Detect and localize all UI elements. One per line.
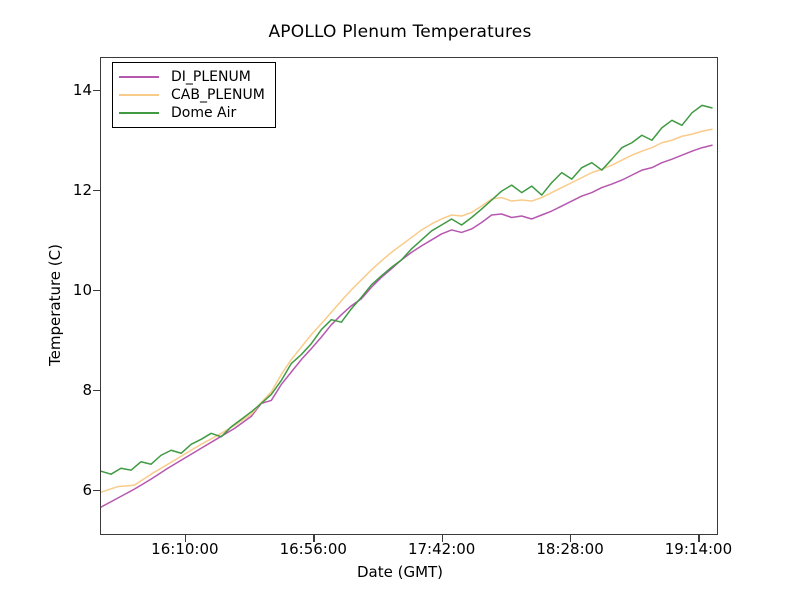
y-tick-mark (93, 489, 100, 492)
y-tick-mark (93, 289, 100, 292)
y-tick-mark (93, 89, 100, 91)
legend-item-label: DI_PLENUM (171, 69, 251, 85)
x-tick-label: 18:28:00 (536, 540, 604, 558)
series-line (101, 128, 713, 493)
y-tick-mark (93, 189, 100, 192)
legend-color-swatch (119, 112, 159, 114)
x-tick-label: 17:42:00 (407, 540, 476, 558)
y-tick-label: 14 (72, 80, 92, 99)
y-tick-label: 6 (82, 480, 92, 499)
x-tick-mark (184, 535, 187, 542)
x-tick-label: 16:10:00 (151, 540, 219, 558)
series-canvas (101, 104, 713, 508)
legend-item[interactable]: Dome Air (119, 104, 265, 122)
y-tick-label: 12 (72, 180, 92, 199)
x-tick-mark (441, 535, 444, 542)
legend-item[interactable]: CAB_PLENUM (119, 86, 265, 104)
x-tick-label: 19:14:00 (664, 540, 733, 558)
page-title: APOLLO Plenum Temperatures (268, 22, 532, 42)
legend-color-swatch (119, 94, 159, 96)
x-tick-mark (313, 535, 315, 542)
y-axis-label: Temperature (C) (46, 244, 64, 366)
plot-area (100, 57, 718, 535)
series-line (101, 144, 713, 508)
legend: DI_PLENUM CAB_PLENUM Dome Air (112, 62, 276, 128)
legend-item-label: Dome Air (171, 105, 237, 121)
legend-item-label: CAB_PLENUM (171, 87, 265, 103)
x-tick-label: 16:56:00 (279, 540, 347, 558)
y-tick-label: 8 (82, 380, 92, 399)
y-tick-mark (93, 389, 100, 392)
series-line (101, 104, 713, 475)
x-tick-mark (698, 535, 700, 542)
legend-color-swatch (119, 76, 159, 78)
y-tick-label: 10 (72, 280, 92, 299)
legend-item[interactable]: DI_PLENUM (119, 68, 265, 86)
x-axis-label: Date (GMT) (356, 563, 444, 581)
x-tick-mark (570, 535, 572, 542)
